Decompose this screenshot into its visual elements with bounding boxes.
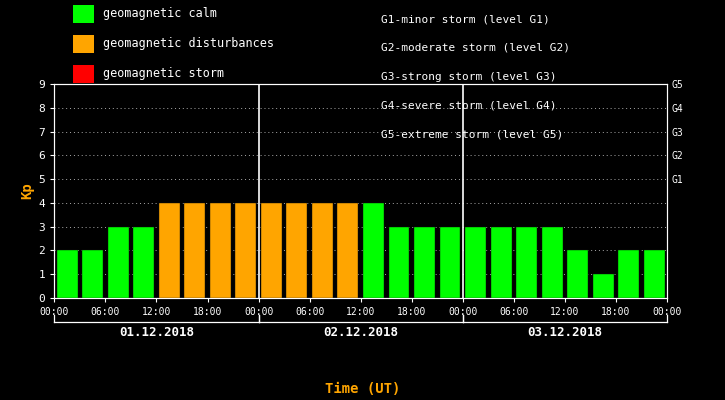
- Text: G4-severe storm (level G4): G4-severe storm (level G4): [381, 100, 556, 110]
- Bar: [261, 203, 282, 298]
- Y-axis label: Kp: Kp: [20, 183, 34, 199]
- Text: 01.12.2018: 01.12.2018: [119, 326, 194, 339]
- Bar: [363, 203, 384, 298]
- Text: Time (UT): Time (UT): [325, 382, 400, 396]
- Bar: [82, 250, 103, 298]
- Bar: [516, 227, 537, 298]
- Bar: [414, 227, 435, 298]
- Bar: [312, 203, 333, 298]
- Bar: [236, 203, 256, 298]
- Bar: [618, 250, 639, 298]
- Bar: [210, 203, 231, 298]
- Text: geomagnetic storm: geomagnetic storm: [103, 68, 224, 80]
- Text: geomagnetic calm: geomagnetic calm: [103, 8, 217, 20]
- Bar: [286, 203, 307, 298]
- Text: 02.12.2018: 02.12.2018: [323, 326, 398, 339]
- Bar: [567, 250, 588, 298]
- Bar: [644, 250, 665, 298]
- Bar: [184, 203, 205, 298]
- Bar: [542, 227, 563, 298]
- Bar: [159, 203, 180, 298]
- Bar: [108, 227, 128, 298]
- Bar: [133, 227, 154, 298]
- Bar: [439, 227, 460, 298]
- Text: G1-minor storm (level G1): G1-minor storm (level G1): [381, 14, 550, 24]
- Bar: [57, 250, 78, 298]
- Text: 03.12.2018: 03.12.2018: [527, 326, 602, 339]
- Text: geomagnetic disturbances: geomagnetic disturbances: [103, 38, 274, 50]
- Bar: [465, 227, 486, 298]
- Bar: [593, 274, 613, 298]
- Bar: [337, 203, 358, 298]
- Bar: [389, 227, 410, 298]
- Text: G3-strong storm (level G3): G3-strong storm (level G3): [381, 72, 556, 82]
- Text: G2-moderate storm (level G2): G2-moderate storm (level G2): [381, 43, 570, 53]
- Bar: [491, 227, 512, 298]
- Text: G5-extreme storm (level G5): G5-extreme storm (level G5): [381, 129, 563, 139]
